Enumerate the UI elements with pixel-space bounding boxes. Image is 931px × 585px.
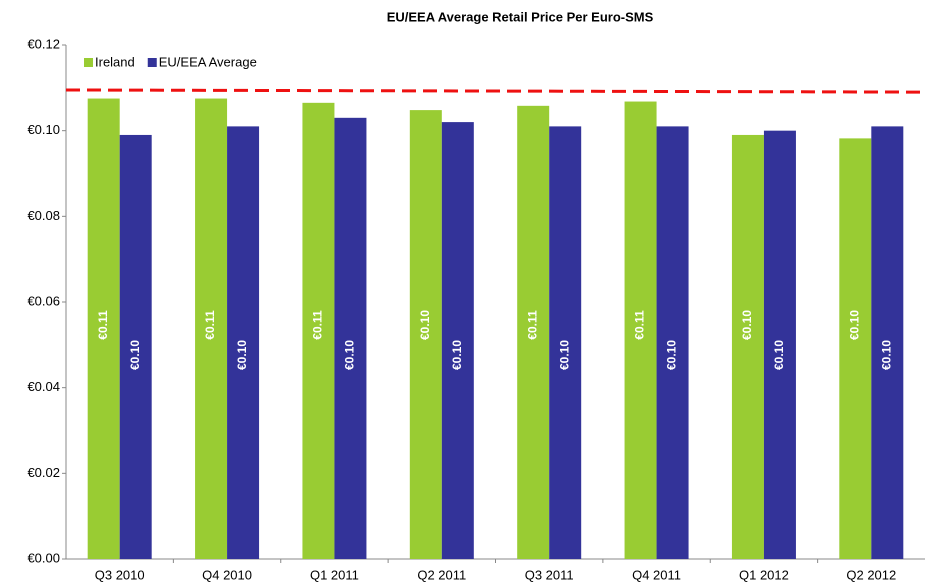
- x-tick-label: Q3 2010: [95, 567, 145, 582]
- x-tick-label: Q4 2011: [632, 567, 681, 582]
- value-label: €0.10: [128, 340, 142, 370]
- value-label: €0.10: [772, 340, 786, 370]
- bar: [195, 98, 228, 560]
- bar: [409, 110, 442, 560]
- bar: [839, 138, 872, 560]
- y-tick-label: €0.08: [27, 208, 60, 223]
- legend-label: Ireland: [95, 54, 135, 69]
- bar: [763, 130, 796, 559]
- x-tick-label: Q1 2011: [310, 567, 359, 582]
- legend-swatch: [84, 58, 93, 67]
- value-label: €0.10: [879, 340, 893, 370]
- legend-label: EU/EEA Average: [159, 54, 257, 69]
- bar: [119, 134, 152, 559]
- bar: [302, 102, 335, 559]
- x-tick-label: Q2 2011: [417, 567, 466, 582]
- y-tick-label: €0.00: [27, 550, 60, 565]
- reference-line: [65, 88, 926, 94]
- y-tick-label: €0.06: [27, 293, 60, 308]
- value-label: €0.10: [665, 340, 679, 370]
- y-tick-label: €0.02: [27, 465, 60, 480]
- y-tick-label: €0.04: [27, 379, 60, 394]
- bar: [624, 101, 657, 559]
- bar: [656, 126, 689, 559]
- bar: [871, 126, 904, 559]
- value-label: €0.10: [235, 340, 249, 370]
- bar: [87, 98, 120, 560]
- y-tick-label: €0.12: [27, 36, 60, 51]
- x-tick-label: Q1 2012: [739, 567, 789, 582]
- bar: [441, 122, 474, 559]
- chart-title: EU/EEA Average Retail Price Per Euro-SMS: [387, 9, 654, 24]
- x-tick-label: Q2 2012: [846, 567, 896, 582]
- value-label: €0.10: [450, 340, 464, 370]
- y-tick-label: €0.10: [27, 122, 60, 137]
- value-label: €0.11: [96, 310, 110, 340]
- value-label: €0.11: [203, 310, 217, 340]
- legend-swatch: [147, 58, 157, 67]
- value-label: €0.11: [311, 310, 325, 340]
- value-label: €0.11: [633, 310, 647, 340]
- value-label: €0.10: [557, 340, 571, 370]
- bar: [227, 126, 260, 559]
- x-tick-label: Q4 2010: [202, 567, 252, 582]
- value-label: €0.10: [343, 340, 357, 370]
- bar: [334, 117, 367, 560]
- value-label: €0.10: [418, 310, 432, 340]
- x-tick-label: Q3 2011: [525, 567, 574, 582]
- value-label: €0.10: [740, 310, 754, 340]
- bar: [517, 105, 550, 559]
- value-label: €0.10: [847, 310, 861, 340]
- bar: [549, 126, 582, 559]
- bar: [731, 134, 764, 559]
- value-label: €0.11: [525, 310, 539, 340]
